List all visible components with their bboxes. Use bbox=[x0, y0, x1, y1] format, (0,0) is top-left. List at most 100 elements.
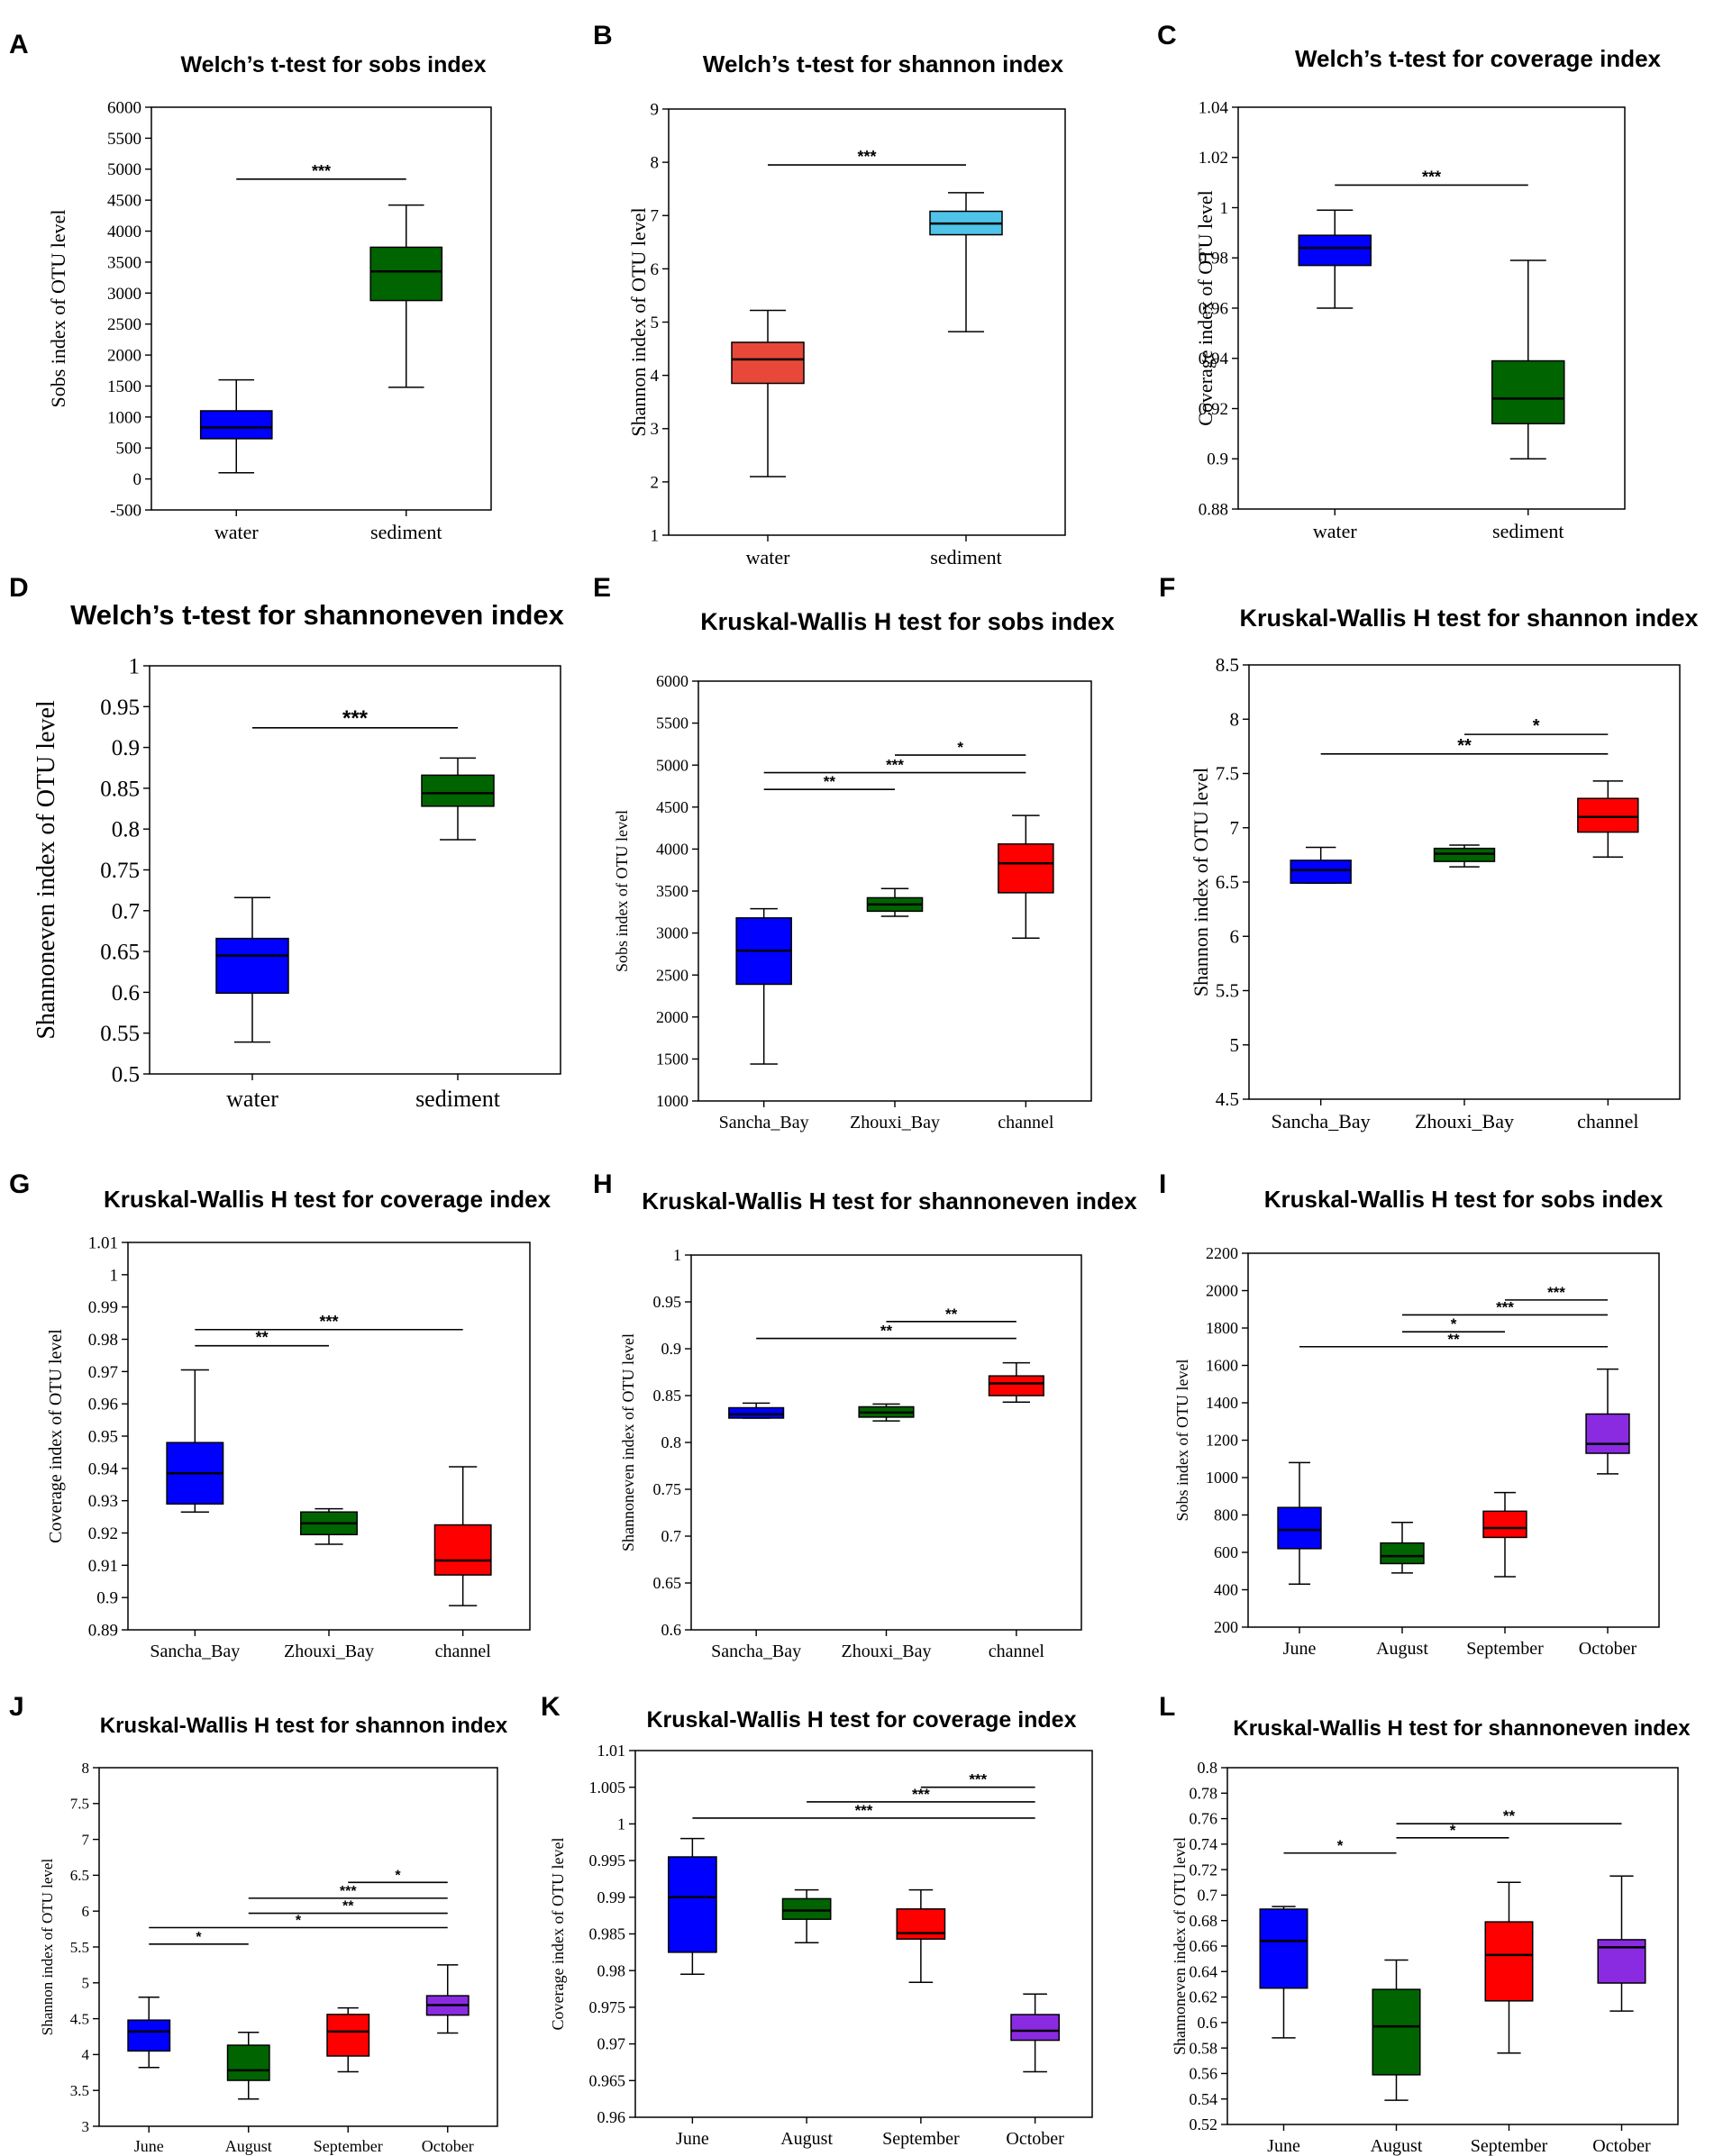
significance-label: *** bbox=[886, 757, 904, 774]
y-tick-label: 1 bbox=[1220, 199, 1229, 218]
significance-label: *** bbox=[319, 1313, 338, 1331]
box-june bbox=[668, 1837, 717, 1976]
box-iqr bbox=[1597, 1939, 1646, 1984]
y-tick-label: 0.6 bbox=[112, 981, 140, 1005]
plot-frame bbox=[150, 106, 492, 511]
significance-label: *** bbox=[857, 148, 876, 166]
significance-label: ** bbox=[880, 1323, 893, 1340]
y-tick-label: 0.66 bbox=[1190, 1937, 1218, 1955]
box-iqr bbox=[1372, 1988, 1421, 2076]
box-iqr bbox=[1290, 860, 1352, 884]
x-tick-label: June bbox=[676, 2129, 709, 2149]
box-iqr bbox=[1577, 797, 1639, 833]
significance-label: * bbox=[957, 739, 963, 756]
y-tick-label: 0.7 bbox=[112, 899, 140, 923]
panel-g: G Kruskal-Wallis H test for coverage inde… bbox=[9, 1169, 552, 1661]
y-axis-label: Shannon index of OTU level bbox=[627, 207, 650, 436]
panel-i: I Kruskal-Wallis H test for sobs index 200… bbox=[1159, 1169, 1664, 1659]
y-tick-label: 0 bbox=[133, 470, 142, 489]
y-axis-label: Shannon index of OTU level bbox=[39, 1859, 56, 2036]
box-sancha-bay bbox=[728, 1402, 785, 1419]
box-iqr bbox=[731, 341, 805, 385]
panel-letter: A bbox=[9, 30, 29, 59]
y-tick-label: 0.56 bbox=[1190, 2065, 1218, 2083]
y-tick-label: 200 bbox=[1214, 1618, 1238, 1636]
box-iqr bbox=[1491, 359, 1565, 424]
y-tick-label: 3500 bbox=[107, 253, 141, 272]
y-tick-label: 0.62 bbox=[1190, 1988, 1218, 2006]
box-iqr bbox=[433, 1524, 492, 1576]
y-tick-label: 1.01 bbox=[88, 1233, 118, 1252]
significance-label: * bbox=[395, 1868, 401, 1883]
significance-label: *** bbox=[855, 1802, 873, 1819]
x-tick-label: September bbox=[314, 2137, 383, 2155]
panel-letter: D bbox=[9, 573, 29, 603]
significance-label: * bbox=[1450, 1822, 1456, 1839]
x-tick-label: Zhouxi_Bay bbox=[1415, 1110, 1514, 1133]
y-tick-label: 0.85 bbox=[100, 777, 140, 801]
box-zhouxi-bay bbox=[858, 1403, 915, 1422]
x-tick-label: June bbox=[1267, 2136, 1300, 2156]
y-axis-label: Coverage index of OTU level bbox=[1194, 190, 1217, 425]
y-tick-label: 0.965 bbox=[589, 2071, 626, 2089]
y-tick-label: 5 bbox=[1230, 1034, 1240, 1056]
significance-label: * bbox=[196, 1930, 202, 1945]
box-iqr bbox=[1010, 2014, 1060, 2042]
y-tick-label: 0.85 bbox=[653, 1387, 682, 1405]
box-august bbox=[226, 2031, 270, 2100]
y-tick-label: 6 bbox=[82, 1903, 90, 1920]
box-august bbox=[1372, 1959, 1421, 2101]
y-tick-label: 800 bbox=[1214, 1506, 1238, 1524]
y-tick-label: 0.94 bbox=[1199, 350, 1229, 368]
significance-label: ** bbox=[1457, 736, 1472, 756]
y-tick-label: -500 bbox=[110, 501, 141, 520]
y-tick-label: 0.96 bbox=[1199, 299, 1228, 318]
y-tick-label: 3000 bbox=[107, 285, 141, 304]
x-tick-label: September bbox=[1471, 2136, 1548, 2156]
box-channel bbox=[988, 1361, 1044, 1404]
panel-b: B Welch’s t-test for shannon index 1 2 3 4 5 6 7… bbox=[593, 21, 1066, 569]
significance-label: * bbox=[1337, 1837, 1344, 1854]
x-tick-label: Zhouxi_Bay bbox=[284, 1642, 374, 1661]
x-tick-label: August bbox=[1371, 2136, 1423, 2156]
y-tick-label: 0.8 bbox=[661, 1433, 682, 1451]
box-iqr bbox=[215, 937, 289, 995]
box-iqr bbox=[1484, 1921, 1534, 2002]
significance-label: * bbox=[1451, 1315, 1457, 1333]
chart-title: Kruskal-Wallis H test for sobs index bbox=[1264, 1186, 1664, 1213]
x-tick-label: sediment bbox=[930, 546, 1001, 569]
box-iqr bbox=[199, 410, 273, 440]
y-tick-label: 4500 bbox=[656, 798, 688, 816]
y-axis-label: Sobs index of OTU level bbox=[1173, 1360, 1191, 1522]
y-tick-label: 0.6 bbox=[1198, 2014, 1218, 2032]
box-water bbox=[1298, 209, 1372, 309]
y-tick-label: 1500 bbox=[107, 378, 141, 396]
box-iqr bbox=[896, 1908, 946, 1940]
y-tick-label: 0.7 bbox=[1198, 1887, 1218, 1905]
x-tick-label: October bbox=[422, 2137, 474, 2155]
y-tick-label: 4 bbox=[651, 367, 660, 386]
x-tick-label: October bbox=[1592, 2136, 1651, 2156]
x-tick-label: June bbox=[1283, 1639, 1317, 1659]
box-september bbox=[1484, 1881, 1534, 2054]
y-tick-label: 1.02 bbox=[1199, 149, 1228, 168]
y-axis-label: Sobs index of OTU level bbox=[613, 810, 631, 972]
box-june bbox=[1259, 1906, 1308, 2039]
x-tick-label: water bbox=[746, 546, 791, 569]
y-tick-label: 4000 bbox=[656, 841, 688, 859]
y-tick-label: 1.01 bbox=[597, 1742, 626, 1760]
y-tick-label: 0.6 bbox=[661, 1621, 682, 1639]
y-tick-label: 5000 bbox=[107, 160, 141, 179]
box-september bbox=[326, 2006, 370, 2073]
y-tick-label: 1000 bbox=[656, 1092, 688, 1110]
y-tick-label: 0.88 bbox=[1199, 500, 1228, 519]
panel-d: D Welch’s t-test for shannoneven index 0.5… bbox=[9, 573, 565, 1112]
y-tick-label: 8 bbox=[82, 1760, 90, 1777]
panel-h: H Kruskal-Wallis H test for shannoneven i… bbox=[593, 1169, 1137, 1661]
panel-letter: B bbox=[593, 21, 613, 50]
y-tick-label: 0.7 bbox=[661, 1527, 682, 1545]
y-tick-label: 5000 bbox=[656, 756, 688, 774]
chart-title: Kruskal-Wallis H test for coverage index bbox=[104, 1186, 552, 1213]
chart-title: Welch’s t-test for shannon index bbox=[703, 50, 1064, 77]
